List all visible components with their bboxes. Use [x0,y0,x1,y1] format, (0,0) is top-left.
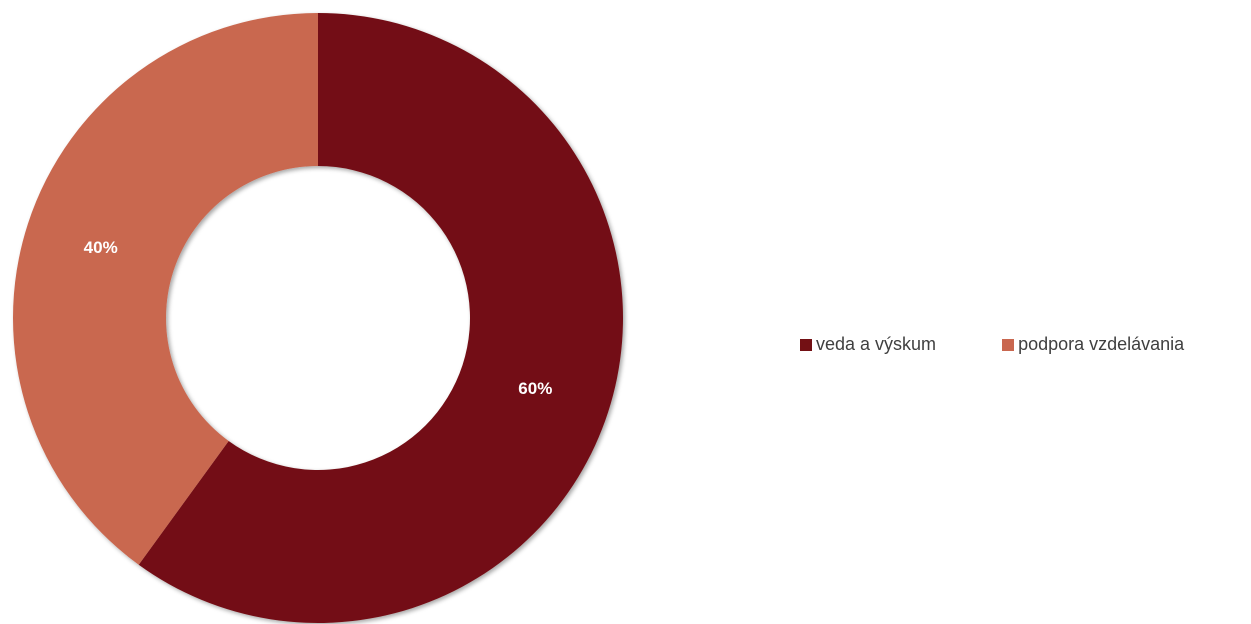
slice-veda-a-vyskum [138,13,623,623]
legend-label-veda-a-vyskum: veda a výskum [816,334,937,354]
chart-legend: veda a výskum podpora vzdelávania [800,334,1184,355]
legend-item-veda-a-vyskum: veda a výskum [800,334,936,355]
slice-label-podpora-vzdelavania: 40% [84,238,118,257]
legend-swatch-veda-a-vyskum [800,338,812,351]
slice-label-veda-a-vyskum: 60% [518,379,552,398]
legend-swatch-podpora-vzdelavania [1002,338,1015,351]
legend-label-podpora-vzdelavania: podpora vzdelávania [1018,334,1185,354]
slice-podpora-vzdelavania [12,13,318,565]
legend-item-podpora-vzdelavania: podpora vzdelávania [1002,334,1184,355]
